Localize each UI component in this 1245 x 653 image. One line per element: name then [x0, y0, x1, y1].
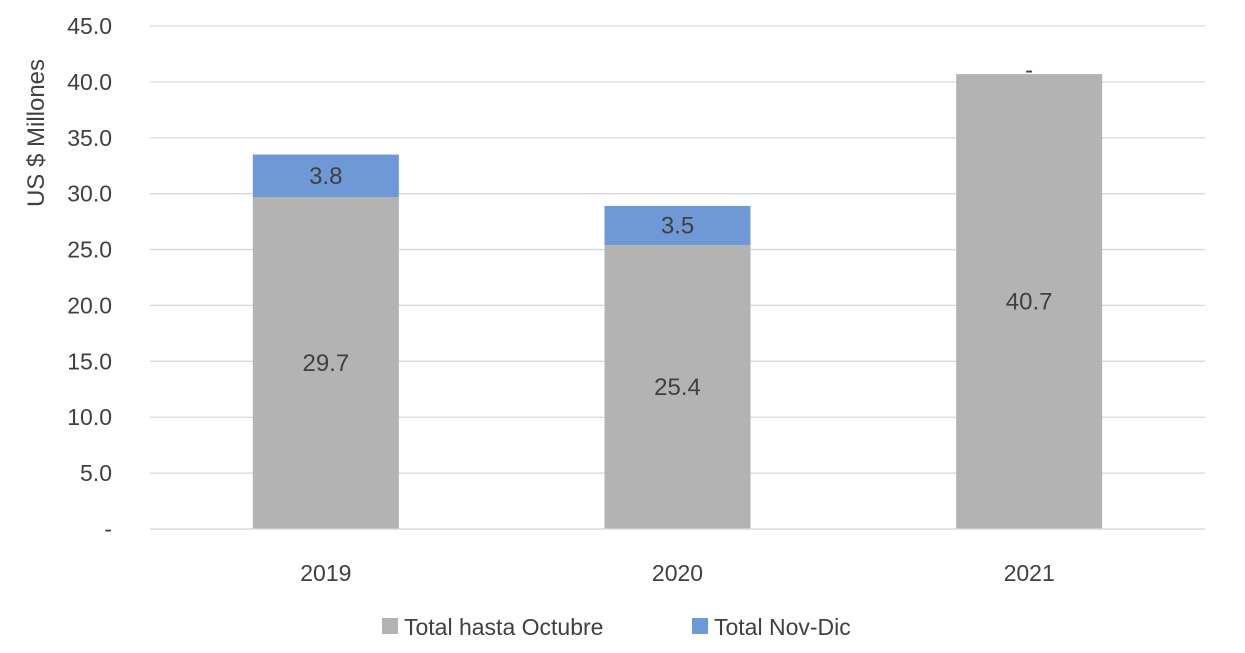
y-tick-label: 15.0 [67, 348, 112, 374]
data-label: 25.4 [654, 374, 701, 401]
y-tick-label: 20.0 [67, 292, 112, 318]
y-tick-label: 25.0 [67, 237, 112, 263]
x-tick-label: 2019 [300, 560, 351, 586]
data-label: 40.7 [1006, 289, 1053, 316]
bar-segment [956, 74, 1103, 529]
data-label: 3.8 [309, 163, 342, 190]
data-labels: 29.7 3.8 25.4 3.5 40.7 - [302, 57, 1052, 401]
x-axis: 2019 2020 2021 [150, 528, 1205, 586]
bar-segment [604, 245, 751, 529]
y-tick-label: 40.0 [67, 69, 112, 95]
data-label: - [1025, 57, 1033, 84]
y-tick-label: - [104, 516, 112, 542]
legend-swatch [382, 618, 398, 634]
y-tick-label: 30.0 [67, 181, 112, 207]
bar-segment [604, 205, 751, 246]
bars [252, 74, 1103, 529]
y-tick-label: 45.0 [67, 13, 112, 39]
legend-swatch [692, 618, 708, 634]
y-tick-label: 5.0 [80, 460, 112, 486]
bar-segment [252, 154, 399, 198]
legend-label: Total Nov-Dic [714, 614, 851, 640]
y-axis-title: US $ Millones [23, 59, 50, 207]
y-tick-label: 35.0 [67, 125, 112, 151]
y-tick-label: 10.0 [67, 404, 112, 430]
legend-label: Total hasta Octubre [404, 614, 603, 640]
x-tick-label: 2020 [652, 560, 703, 586]
data-label: 29.7 [302, 350, 349, 377]
x-tick-label: 2021 [1004, 560, 1055, 586]
data-label: 3.5 [661, 213, 694, 240]
legend: Total hasta Octubre Total Nov-Dic [382, 614, 851, 640]
bar-segment [252, 197, 399, 529]
y-axis: - 5.0 10.0 15.0 20.0 25.0 30.0 35.0 40.0 45.0 [67, 13, 112, 542]
